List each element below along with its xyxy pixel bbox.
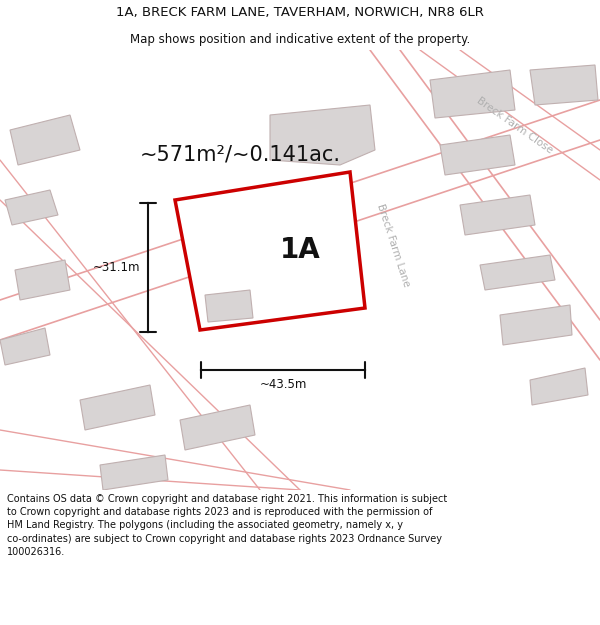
Text: ~43.5m: ~43.5m [259,378,307,391]
Text: ~571m²/~0.141ac.: ~571m²/~0.141ac. [139,145,341,165]
Polygon shape [205,290,253,322]
Polygon shape [0,328,50,365]
Text: Map shows position and indicative extent of the property.: Map shows position and indicative extent… [130,32,470,46]
Polygon shape [270,105,375,165]
Text: Breck Farm Lane: Breck Farm Lane [375,202,411,288]
Polygon shape [460,195,535,235]
Polygon shape [180,405,255,450]
Polygon shape [15,260,70,300]
Text: ~31.1m: ~31.1m [92,261,140,274]
Text: Breck Farm Close: Breck Farm Close [475,95,555,155]
Polygon shape [480,255,555,290]
Text: 1A: 1A [280,236,320,264]
Text: 1A, BRECK FARM LANE, TAVERHAM, NORWICH, NR8 6LR: 1A, BRECK FARM LANE, TAVERHAM, NORWICH, … [116,6,484,19]
Polygon shape [10,115,80,165]
Polygon shape [175,172,365,330]
Polygon shape [440,135,515,175]
Polygon shape [100,455,168,490]
Polygon shape [80,385,155,430]
Polygon shape [500,305,572,345]
Polygon shape [530,65,598,105]
Text: Contains OS data © Crown copyright and database right 2021. This information is : Contains OS data © Crown copyright and d… [7,494,448,557]
Polygon shape [5,190,58,225]
Polygon shape [530,368,588,405]
Polygon shape [430,70,515,118]
